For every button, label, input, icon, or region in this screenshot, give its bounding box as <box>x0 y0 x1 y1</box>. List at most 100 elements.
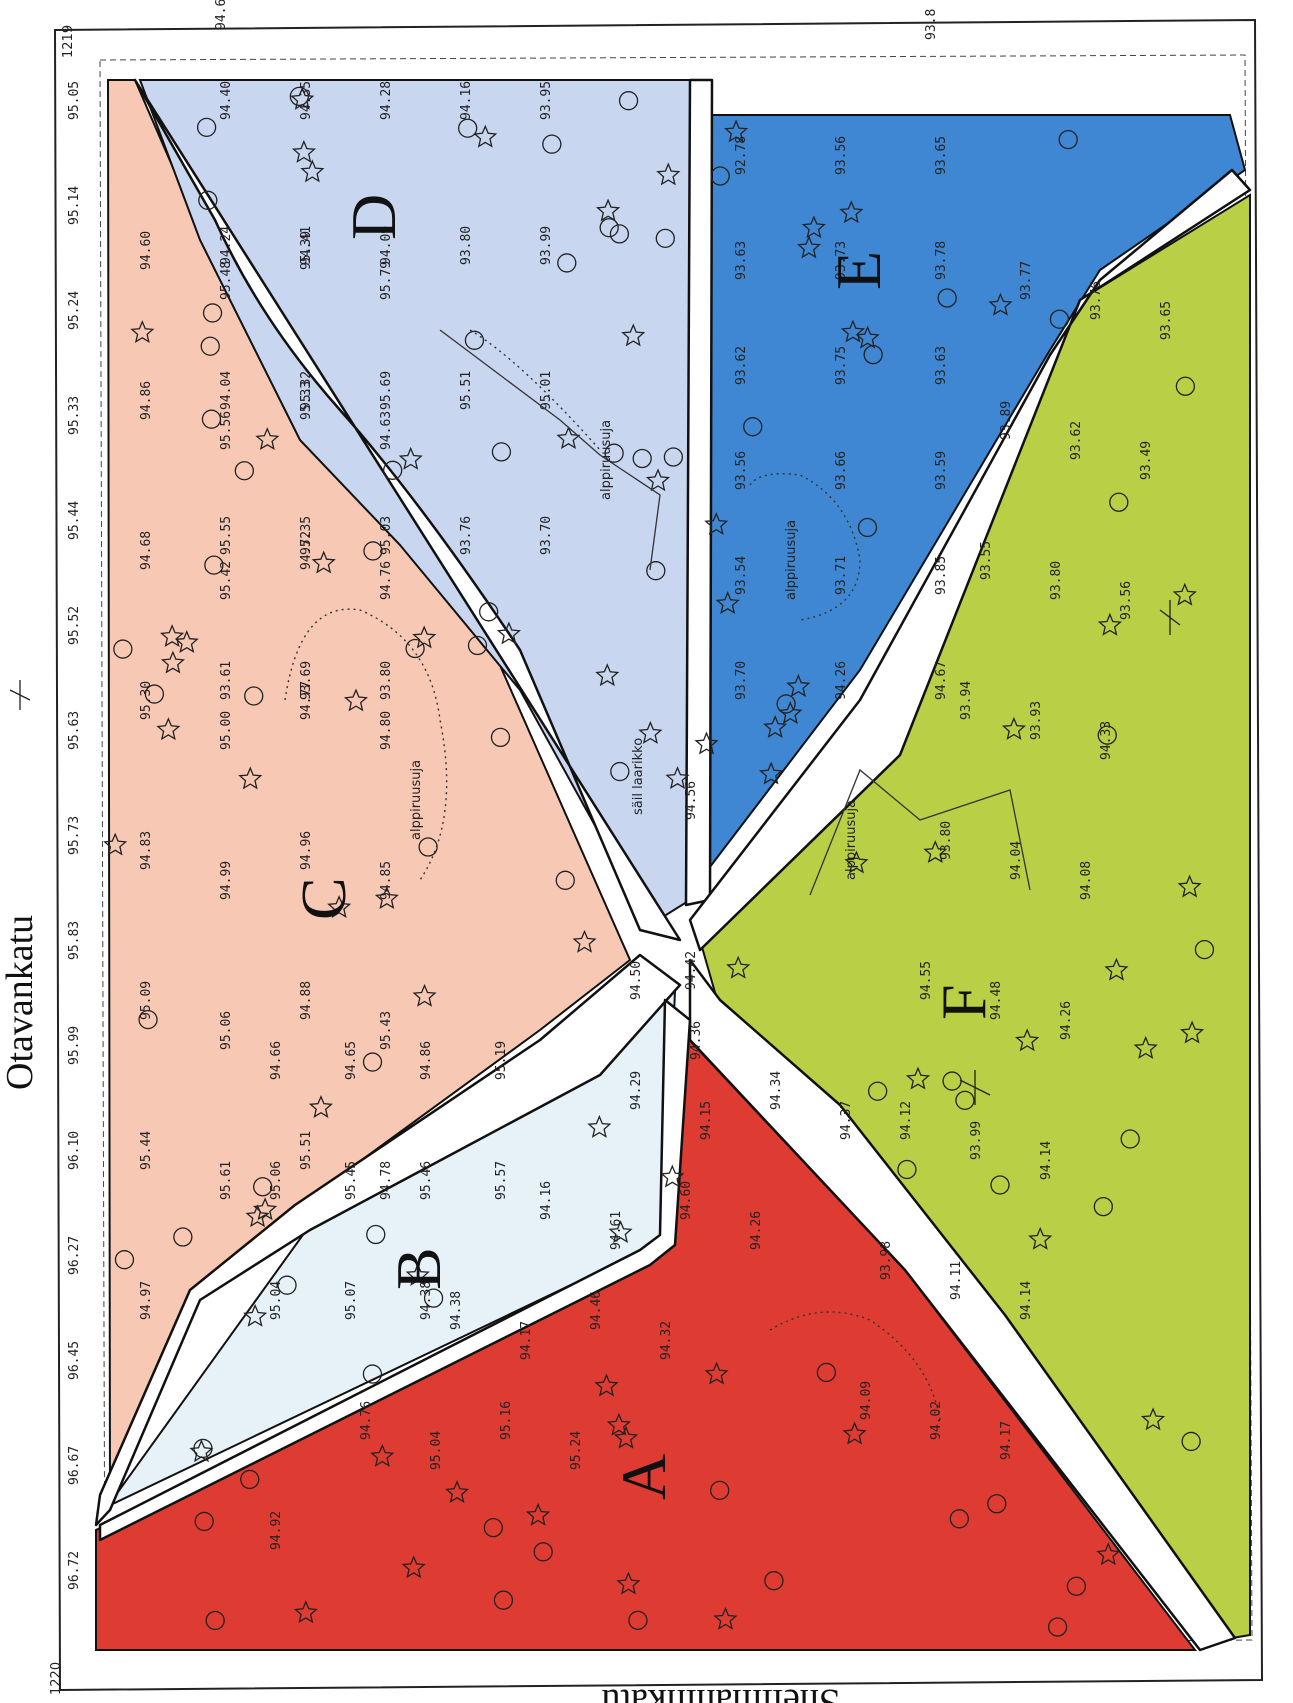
elevation-label: 93.56 <box>734 451 749 490</box>
shrub-icon <box>156 717 181 741</box>
tree-icon <box>764 1571 784 1591</box>
tree-icon <box>555 870 575 890</box>
shrub-icon <box>253 1197 278 1221</box>
shrub-icon <box>844 850 869 874</box>
elevation-label: 95.61 <box>219 1161 234 1200</box>
tree-icon <box>383 460 403 480</box>
tree-icon <box>610 761 630 782</box>
tree-icon <box>363 541 383 561</box>
elevation-label: 96.10 <box>67 1131 82 1170</box>
shrub-icon <box>595 663 620 687</box>
elevation-label: 94.04 <box>219 371 234 410</box>
elevation-label: 95.14 <box>67 186 82 225</box>
shrub-icon <box>713 1606 738 1630</box>
path-label: alppiruusuja <box>409 760 424 840</box>
tree-icon <box>113 639 133 659</box>
elevation-label: 95.63 <box>67 711 82 750</box>
elevation-label: 93.63 <box>734 241 749 280</box>
tree-icon <box>1066 1576 1087 1596</box>
shrub-icon <box>445 1480 470 1504</box>
elevation-label: 93.73 <box>834 241 849 280</box>
tree-icon <box>542 134 562 154</box>
elevation-label: 93.76 <box>459 516 474 555</box>
shrub-icon <box>293 1600 318 1624</box>
shrub-icon <box>1133 1035 1158 1059</box>
zone-label-f: F <box>928 984 999 1020</box>
shrub-icon <box>291 139 317 163</box>
elevation-label: 94.26 <box>1059 1001 1074 1040</box>
shrub-icon <box>405 1262 430 1286</box>
elevation-label: 94.14 <box>1019 1281 1034 1320</box>
shrub-icon <box>704 1361 729 1385</box>
shrub-icon <box>1141 1407 1166 1431</box>
tree-icon <box>1109 492 1129 512</box>
tree-icon <box>663 447 684 467</box>
corner-label-1219: 1219 <box>61 25 76 58</box>
elevation-label: 94.61 <box>609 1211 624 1250</box>
elevation-label: 93.99 <box>539 226 554 265</box>
shrub-icon <box>608 1220 633 1244</box>
elevation-label: 93.69 <box>299 661 314 700</box>
shrub-icon <box>606 1412 631 1436</box>
shrub-icon <box>726 955 751 979</box>
tree-icon <box>362 1364 383 1384</box>
elevation-label: 94.12 <box>899 1101 914 1140</box>
elevation-label: 93.80 <box>1049 561 1064 600</box>
shrub-icon <box>1096 1542 1121 1566</box>
elevation-label: 93.70 <box>539 516 554 555</box>
tree-icon <box>987 1494 1007 1514</box>
elevation-label: 94.28 <box>379 81 394 120</box>
shrub-icon <box>796 235 821 259</box>
elevation-label: 94.15 <box>699 1101 714 1140</box>
tree-icon <box>609 224 630 244</box>
elevation-label: 95.83 <box>67 921 82 960</box>
tree-symbols <box>103 86 1215 1637</box>
tree-icon <box>423 1288 444 1308</box>
tree-icon <box>1120 1129 1140 1149</box>
tree-icon <box>937 288 957 308</box>
shrub-icon <box>801 215 826 239</box>
tree-icon <box>200 336 220 356</box>
shrub-icon <box>715 591 740 615</box>
elevation-label: 94.41 <box>299 226 314 265</box>
tree-icon <box>173 1227 193 1247</box>
shrub-icon <box>300 159 325 183</box>
shrub-icon <box>665 766 690 790</box>
survey-marks <box>9 600 1181 1105</box>
shrub-icon <box>1015 1028 1040 1052</box>
elevation-label: 96.72 <box>67 1551 82 1590</box>
elevation-label: 95.48 <box>219 261 234 300</box>
elevation-label: 95.16 <box>499 1401 514 1440</box>
shrub-icon <box>245 1204 270 1228</box>
elevation-label: 93.98 <box>879 1241 894 1280</box>
elevation-label: 95.00 <box>219 711 234 750</box>
tree-icon <box>138 1009 158 1030</box>
elevation-label: 94.68 <box>139 531 154 570</box>
elevation-label: 93.95 <box>539 81 554 120</box>
elevation-label: 95.73 <box>67 816 82 855</box>
elevation-label: 95.24 <box>67 291 82 330</box>
elevation-label: 96.27 <box>67 1236 82 1275</box>
elevation-label: 94.78 <box>379 1161 394 1200</box>
elevation-label: 94.24 <box>219 226 234 265</box>
tree-icon <box>240 1469 260 1490</box>
tree-icon <box>253 1177 273 1197</box>
shrub-icon <box>596 198 621 222</box>
elevation-label: 94.29 <box>629 1071 644 1110</box>
tree-icon <box>990 1175 1010 1195</box>
elevation-label: 94.46 <box>589 1291 604 1330</box>
shrub-icon <box>473 124 498 148</box>
elevation-label: 93.93 <box>1029 701 1044 740</box>
shrub-icon <box>923 840 948 864</box>
elevation-label: 95.55 <box>219 516 234 555</box>
shrub-icon <box>496 621 521 645</box>
elevation-label: 94.33 <box>1099 721 1114 760</box>
elevation-label: 93.66 <box>834 451 849 490</box>
tree-icon <box>114 1250 135 1270</box>
tree-icon <box>618 91 639 111</box>
tree-icon <box>1047 1617 1068 1637</box>
elevation-label: 94.17 <box>519 1321 534 1360</box>
elevation-label: 93.75 <box>834 346 849 385</box>
shrub-icon <box>855 325 880 349</box>
elevation-label: 93.49 <box>1139 441 1154 480</box>
